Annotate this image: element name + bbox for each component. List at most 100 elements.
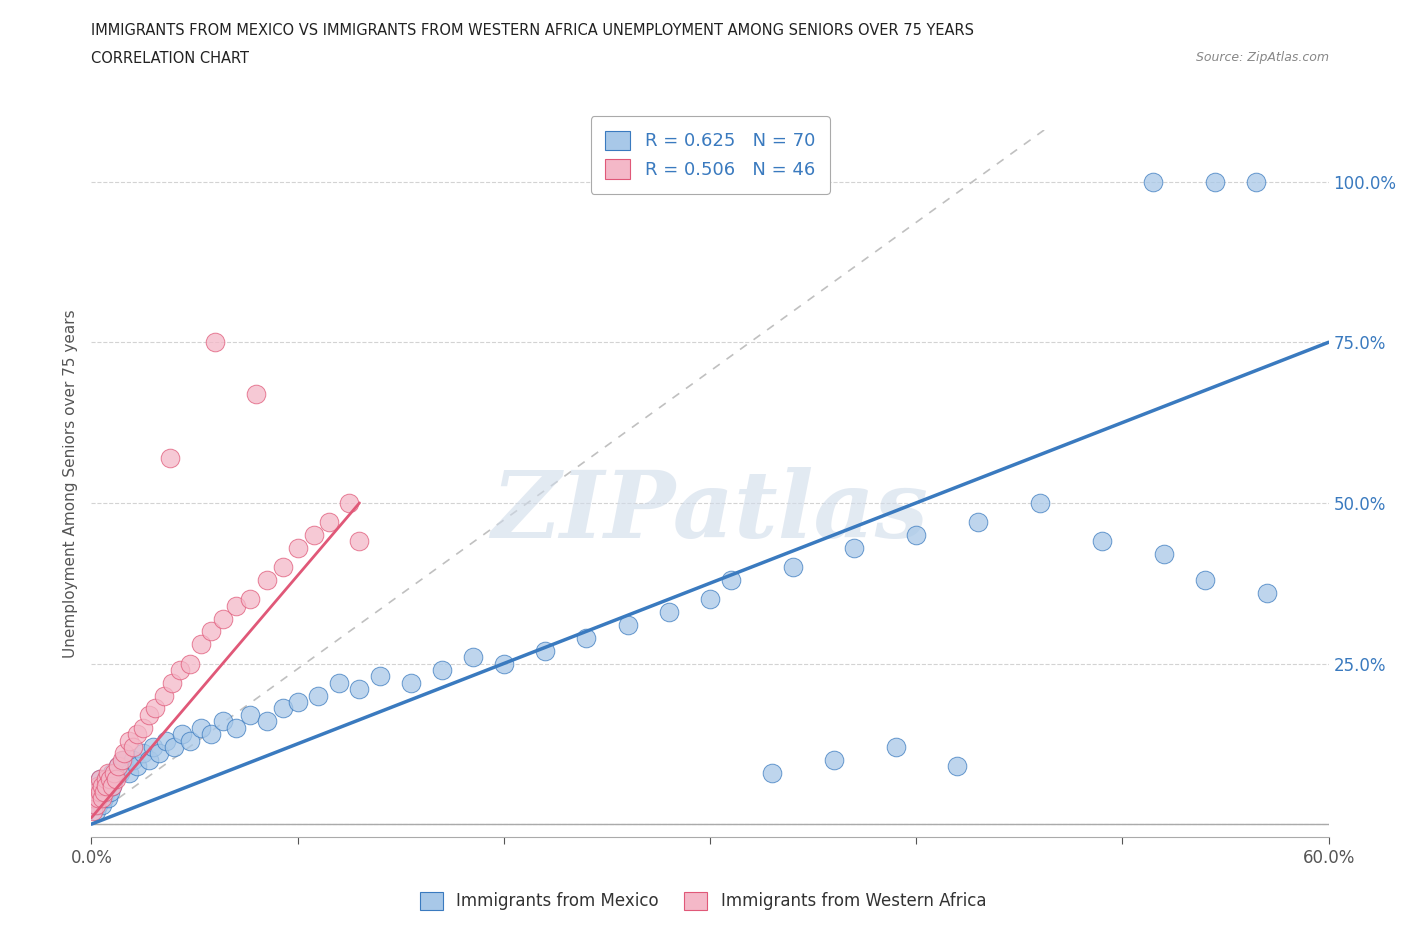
Point bbox=[159, 450, 181, 465]
Point bbox=[492, 656, 515, 671]
Point bbox=[200, 624, 222, 639]
Point bbox=[349, 682, 371, 697]
Point bbox=[399, 675, 422, 690]
Point bbox=[94, 778, 117, 793]
Point bbox=[94, 772, 117, 787]
Point bbox=[86, 797, 108, 812]
Point bbox=[90, 778, 112, 793]
Point bbox=[86, 791, 108, 806]
Point bbox=[93, 791, 115, 806]
Point bbox=[761, 765, 783, 780]
Point bbox=[110, 765, 132, 780]
Point bbox=[844, 540, 866, 555]
Point bbox=[1204, 174, 1226, 189]
Point bbox=[117, 733, 139, 748]
Point bbox=[125, 759, 148, 774]
Point bbox=[461, 650, 484, 665]
Point bbox=[97, 791, 120, 806]
Point bbox=[105, 765, 128, 780]
Point bbox=[368, 669, 391, 684]
Point bbox=[212, 611, 235, 626]
Point bbox=[200, 726, 222, 741]
Point bbox=[575, 631, 598, 645]
Point bbox=[86, 778, 108, 793]
Point bbox=[190, 721, 212, 736]
Point bbox=[1142, 174, 1164, 189]
Point bbox=[98, 785, 121, 800]
Point bbox=[107, 759, 129, 774]
Point bbox=[1153, 547, 1175, 562]
Point bbox=[90, 785, 112, 800]
Point bbox=[190, 637, 212, 652]
Point bbox=[89, 785, 111, 800]
Point bbox=[534, 644, 557, 658]
Point bbox=[111, 759, 134, 774]
Y-axis label: Unemployment Among Seniors over 75 years: Unemployment Among Seniors over 75 years bbox=[62, 310, 77, 658]
Point bbox=[82, 797, 104, 812]
Point bbox=[287, 540, 309, 555]
Point bbox=[84, 785, 107, 800]
Point bbox=[121, 739, 143, 754]
Point bbox=[823, 752, 845, 767]
Point bbox=[225, 721, 247, 736]
Point bbox=[142, 739, 165, 754]
Point bbox=[107, 759, 129, 774]
Point bbox=[905, 527, 928, 542]
Point bbox=[86, 778, 108, 793]
Point bbox=[84, 797, 107, 812]
Point bbox=[430, 662, 453, 677]
Point bbox=[720, 573, 742, 588]
Point bbox=[84, 785, 107, 800]
Point bbox=[93, 778, 115, 793]
Point bbox=[103, 772, 125, 787]
Point bbox=[225, 598, 247, 613]
Point bbox=[98, 772, 121, 787]
Point bbox=[138, 752, 160, 767]
Point bbox=[302, 527, 325, 542]
Point bbox=[1246, 174, 1268, 189]
Point bbox=[82, 791, 104, 806]
Point bbox=[105, 772, 128, 787]
Point bbox=[271, 560, 294, 575]
Point bbox=[112, 746, 135, 761]
Point bbox=[89, 772, 111, 787]
Text: Source: ZipAtlas.com: Source: ZipAtlas.com bbox=[1195, 51, 1329, 64]
Point bbox=[179, 733, 201, 748]
Point bbox=[1091, 534, 1114, 549]
Point bbox=[239, 708, 262, 723]
Point bbox=[117, 765, 139, 780]
Point bbox=[967, 514, 990, 529]
Point bbox=[148, 746, 170, 761]
Point bbox=[103, 765, 125, 780]
Point bbox=[163, 739, 186, 754]
Point bbox=[125, 726, 148, 741]
Point bbox=[699, 591, 721, 606]
Point bbox=[1256, 585, 1278, 600]
Text: CORRELATION CHART: CORRELATION CHART bbox=[91, 51, 249, 66]
Point bbox=[328, 675, 350, 690]
Point bbox=[94, 772, 117, 787]
Point bbox=[84, 804, 107, 818]
Point bbox=[152, 688, 174, 703]
Point bbox=[1194, 573, 1216, 588]
Point bbox=[160, 675, 183, 690]
Point bbox=[256, 714, 278, 729]
Point bbox=[138, 708, 160, 723]
Point bbox=[82, 804, 104, 818]
Point bbox=[256, 573, 278, 588]
Point bbox=[97, 765, 120, 780]
Point bbox=[101, 765, 124, 780]
Point bbox=[90, 797, 112, 812]
Point bbox=[782, 560, 804, 575]
Point bbox=[112, 752, 135, 767]
Legend: R = 0.625   N = 70, R = 0.506   N = 46: R = 0.625 N = 70, R = 0.506 N = 46 bbox=[591, 116, 830, 193]
Point bbox=[93, 785, 115, 800]
Legend: Immigrants from Mexico, Immigrants from Western Africa: Immigrants from Mexico, Immigrants from … bbox=[413, 885, 993, 917]
Point bbox=[143, 701, 166, 716]
Point bbox=[239, 591, 262, 606]
Point bbox=[90, 791, 112, 806]
Point bbox=[101, 778, 124, 793]
Point bbox=[179, 656, 201, 671]
Point bbox=[101, 778, 124, 793]
Point bbox=[884, 739, 907, 754]
